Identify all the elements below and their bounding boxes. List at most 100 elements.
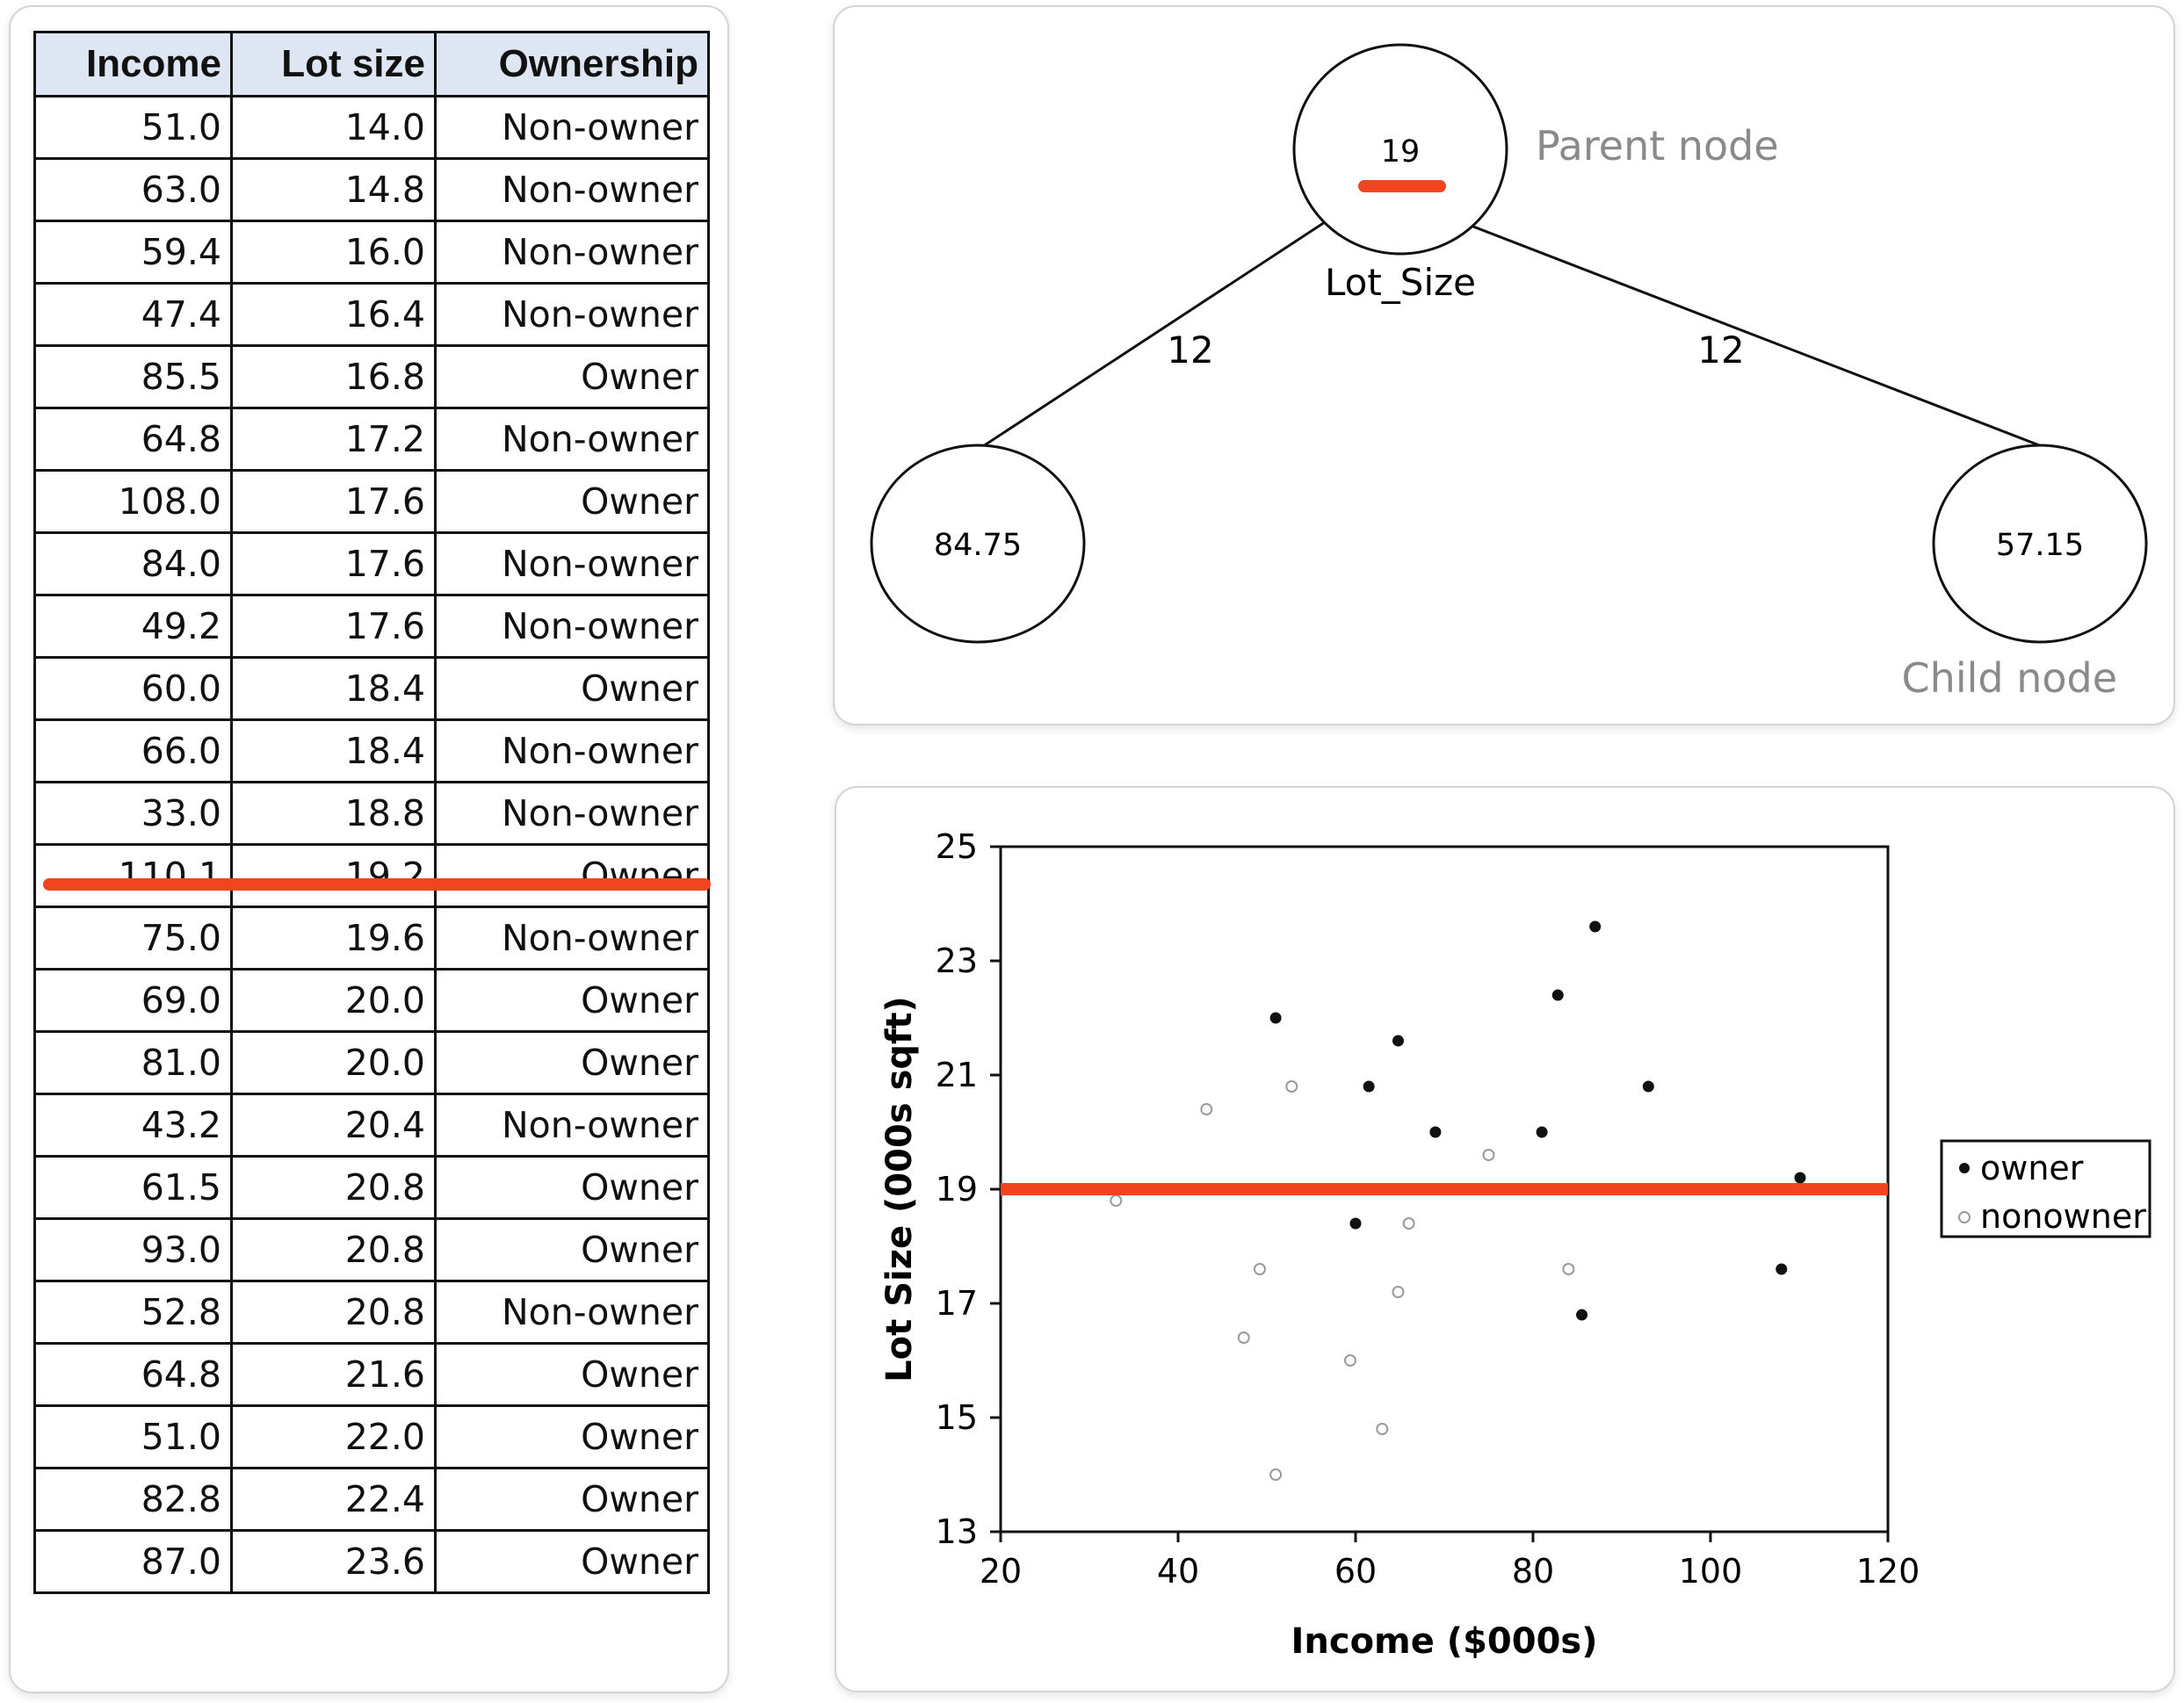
cell-lot-size: 19.6 <box>230 906 437 971</box>
nonowner-point <box>1562 1263 1575 1275</box>
owner-point <box>1429 1126 1442 1138</box>
table-row: 93.0 20.8 Owner <box>33 1217 710 1282</box>
cell-income: 49.2 <box>33 594 233 659</box>
table-row: 64.8 17.2 Non-owner <box>33 407 710 472</box>
cell-ownership: Owner <box>434 1030 710 1095</box>
cell-lot-size: 20.8 <box>230 1155 437 1220</box>
table-row: 69.0 20.0 Owner <box>33 968 710 1033</box>
y-axis-label: Lot Size (000s sqft) <box>879 996 920 1382</box>
legend-box <box>1940 1139 2151 1238</box>
tree-diagram: 19 Lot_Size Parent node 12 12 84.75 57.1… <box>870 43 2148 702</box>
nonowner-point <box>1253 1263 1266 1275</box>
cell-income: 85.5 <box>33 344 233 409</box>
cell-lot-size: 17.6 <box>230 594 437 659</box>
cell-income: 75.0 <box>33 906 233 971</box>
cell-income: 93.0 <box>33 1217 233 1282</box>
table-row: 51.0 14.0 Non-owner <box>33 95 710 160</box>
cell-income: 51.0 <box>33 95 233 160</box>
data-table-panel: Income Lot size Ownership 51.0 14.0 Non-ow… <box>9 5 729 1693</box>
cell-lot-size: 17.2 <box>230 407 437 472</box>
cell-lot-size: 16.0 <box>230 220 437 285</box>
table-row: 60.0 18.4 Owner <box>33 656 710 721</box>
cell-lot-size: 16.4 <box>230 282 437 347</box>
table-row: 43.2 20.4 Non-owner <box>33 1093 710 1158</box>
x-tick-label: 60 <box>1334 1552 1377 1591</box>
header-lot-size: Lot size <box>230 31 437 97</box>
legend-nonowner-marker <box>1958 1211 1971 1223</box>
x-tick-label: 80 <box>1512 1552 1554 1591</box>
y-tick-label: 15 <box>936 1398 978 1437</box>
x-axis-label: Income ($000s) <box>1291 1621 1598 1662</box>
nonowner-point <box>1237 1331 1250 1344</box>
table-row: 108.0 17.6 Owner <box>33 469 710 534</box>
cell-lot-size: 20.0 <box>230 968 437 1033</box>
cell-income: 84.0 <box>33 531 233 596</box>
cell-income: 108.0 <box>33 469 233 534</box>
owner-point <box>1392 1035 1404 1047</box>
scatter-plot-panel: 20 40 60 80 100 120 25 23 21 19 17 15 13 Income ($00… <box>835 786 2175 1692</box>
legend-owner-marker <box>1959 1163 1970 1173</box>
cell-lot-size: 20.8 <box>230 1280 437 1345</box>
cell-income: 47.4 <box>33 282 233 347</box>
cell-ownership: Non-owner <box>434 1280 710 1345</box>
cell-lot-size: 16.8 <box>230 344 437 409</box>
data-points <box>1110 920 1806 1481</box>
table-row: 84.0 17.6 Non-owner <box>33 531 710 596</box>
cell-ownership: Non-owner <box>434 531 710 596</box>
cell-lot-size: 18.4 <box>230 656 437 721</box>
table-row: 59.4 16.0 Non-owner <box>33 220 710 285</box>
nonowner-point <box>1482 1149 1495 1161</box>
nonowner-point <box>1285 1080 1298 1093</box>
cell-income: 51.0 <box>33 1404 233 1469</box>
split-line-y <box>1001 1183 1888 1195</box>
parent-node-value: 19 <box>1381 134 1421 170</box>
ownership-table: Income Lot size Ownership 51.0 14.0 Non-ow… <box>33 31 710 1594</box>
nonowner-point <box>1343 1354 1356 1367</box>
parent-node-caption: Parent node <box>1536 122 1779 170</box>
table-row: 64.8 21.6 Owner <box>33 1342 710 1407</box>
cell-ownership: Owner <box>434 656 710 721</box>
cell-ownership: Non-owner <box>434 594 710 659</box>
table-row: 49.2 17.6 Non-owner <box>33 594 710 659</box>
cell-lot-size: 22.0 <box>230 1404 437 1469</box>
table-row: 47.4 16.4 Non-owner <box>33 282 710 347</box>
cell-income: 63.0 <box>33 157 233 222</box>
owner-point <box>1794 1172 1806 1184</box>
table-row: 66.0 18.4 Non-owner <box>33 718 710 783</box>
owner-point <box>1269 1012 1282 1024</box>
cell-income: 110.1 <box>33 843 233 908</box>
cell-ownership: Owner <box>434 1404 710 1469</box>
header-ownership: Ownership <box>434 31 710 97</box>
right-branch-line <box>1457 219 2047 450</box>
cell-income: 60.0 <box>33 656 233 721</box>
parent-value-highlight <box>1358 180 1446 192</box>
table-split-line <box>43 878 711 891</box>
cell-lot-size: 21.6 <box>230 1342 437 1407</box>
cell-income: 59.4 <box>33 220 233 285</box>
nonowner-point <box>1392 1286 1405 1298</box>
cell-ownership: Non-owner <box>434 718 710 783</box>
parent-node <box>1292 43 1508 256</box>
table-header-row: Income Lot size Ownership <box>33 31 710 97</box>
cell-ownership: Owner <box>434 1217 710 1282</box>
cell-income: 69.0 <box>33 968 233 1033</box>
left-child-node <box>870 444 1086 644</box>
cell-ownership: Owner <box>434 1467 710 1532</box>
owner-point <box>1576 1309 1588 1321</box>
table-row: 33.0 18.8 Non-owner <box>33 781 710 846</box>
cell-ownership: Owner <box>434 344 710 409</box>
table-row: 75.0 19.6 Non-owner <box>33 906 710 971</box>
table-row: 61.5 20.8 Owner <box>33 1155 710 1220</box>
cell-lot-size: 14.8 <box>230 157 437 222</box>
cell-income: 64.8 <box>33 1342 233 1407</box>
table-row: 82.8 22.4 Owner <box>33 1467 710 1532</box>
cell-lot-size: 23.6 <box>230 1529 437 1594</box>
y-tick-label: 23 <box>936 942 978 980</box>
parent-node-variable: Lot_Size <box>1325 261 1476 304</box>
owner-point <box>1349 1217 1362 1230</box>
x-tick-label: 100 <box>1679 1552 1743 1591</box>
owner-point <box>1551 989 1564 1001</box>
cell-income: 52.8 <box>33 1280 233 1345</box>
table-row: 110.1 19.2 Owner <box>33 843 710 908</box>
cell-lot-size: 20.0 <box>230 1030 437 1095</box>
